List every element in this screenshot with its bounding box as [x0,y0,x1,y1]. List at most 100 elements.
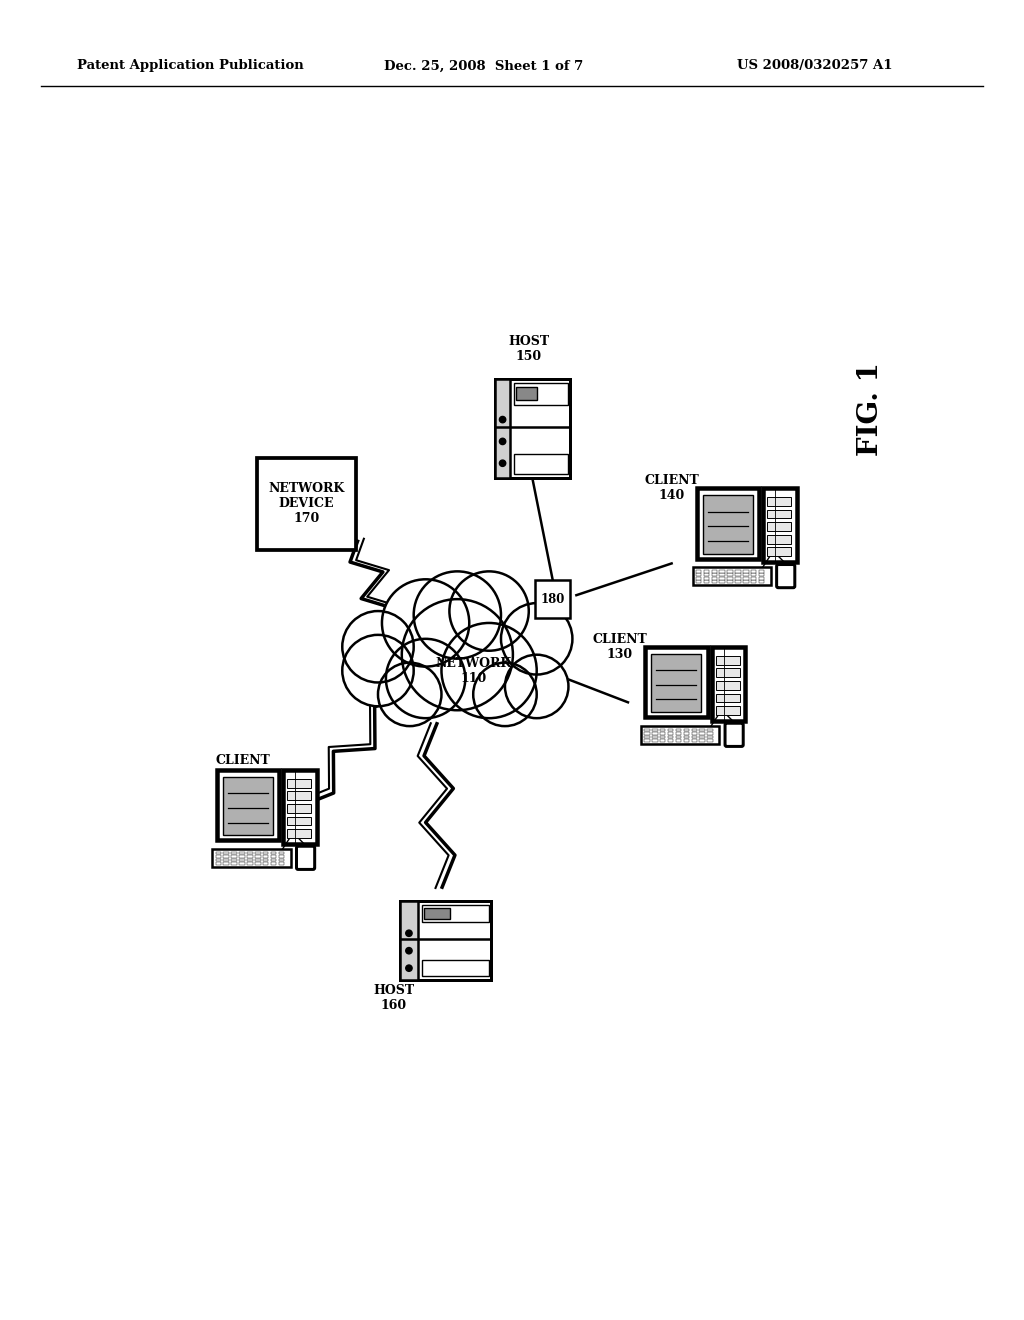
Bar [684,729,689,731]
Circle shape [401,599,513,710]
Bar [652,735,657,738]
Bar [676,735,681,738]
Bar [676,729,681,731]
Bar [288,804,311,813]
Circle shape [406,948,412,954]
Text: Dec. 25, 2008  Sheet 1 of 7: Dec. 25, 2008 Sheet 1 of 7 [384,59,584,73]
Bar [231,851,237,854]
FancyBboxPatch shape [776,565,795,587]
Text: HOST
160: HOST 160 [374,983,415,1012]
Bar [263,855,268,858]
Bar [712,570,717,573]
Bar [399,900,418,979]
Bar [699,729,705,731]
Bar [514,383,568,405]
Bar [641,726,719,744]
Bar [668,733,674,735]
Bar [684,739,689,742]
Bar [644,733,649,735]
Bar [767,496,792,506]
Bar [743,570,749,573]
Bar [759,570,764,573]
Bar [257,458,356,549]
Bar [659,729,666,731]
Bar [699,733,705,735]
Bar [652,733,657,735]
Circle shape [500,416,506,422]
Bar [716,693,739,702]
Bar [216,858,221,862]
Bar [231,858,237,862]
Bar [223,777,272,836]
Circle shape [382,579,469,667]
Bar [712,581,717,583]
Bar [767,535,792,544]
Bar [703,573,709,576]
Bar [703,581,709,583]
Bar [727,577,733,579]
Text: NETWORK
110: NETWORK 110 [435,656,511,685]
Bar [751,577,757,579]
Bar [751,581,757,583]
Bar [645,647,708,717]
Bar [424,908,450,919]
Bar [759,577,764,579]
Bar [255,858,260,862]
Bar [735,573,740,576]
Bar [708,735,713,738]
Bar [279,855,285,858]
Bar [279,851,285,854]
Bar [247,862,253,865]
Bar [751,573,757,576]
Bar [644,729,649,731]
Bar [279,858,285,862]
Text: Patent Application Publication: Patent Application Publication [77,59,303,73]
Bar [279,862,285,865]
Bar [255,855,260,858]
Bar [288,791,311,800]
Bar [216,851,221,854]
Bar [676,733,681,735]
Bar [695,570,701,573]
Bar [767,523,792,531]
Bar [495,379,570,478]
Bar [720,570,725,573]
Bar [720,581,725,583]
Bar [659,739,666,742]
Circle shape [441,623,537,718]
Bar [240,851,245,854]
Bar [735,577,740,579]
Bar [668,735,674,738]
Bar [288,779,311,788]
Circle shape [500,438,506,445]
Bar [514,454,568,474]
Text: CLIENT
140: CLIENT 140 [644,474,699,503]
Bar [217,770,280,841]
Bar [216,855,221,858]
Bar [727,570,733,573]
Bar [695,581,701,583]
Bar [720,573,725,576]
Bar [727,573,733,576]
Bar [231,855,237,858]
Text: 180: 180 [541,593,565,606]
Bar [743,581,749,583]
Bar [263,862,268,865]
Bar [691,733,697,735]
Bar [716,668,739,677]
Text: CLIENT
130: CLIENT 130 [593,634,647,661]
Circle shape [342,611,414,682]
Text: CLIENT
120: CLIENT 120 [216,754,270,781]
Bar [535,579,570,618]
Bar [240,858,245,862]
Bar [716,706,739,715]
Circle shape [378,663,441,726]
Bar [240,855,245,858]
Bar [247,855,253,858]
Bar [516,387,537,400]
Bar [668,739,674,742]
Bar [699,735,705,738]
Text: US 2008/0320257 A1: US 2008/0320257 A1 [737,59,893,73]
Bar [652,729,657,731]
Bar [712,647,745,721]
